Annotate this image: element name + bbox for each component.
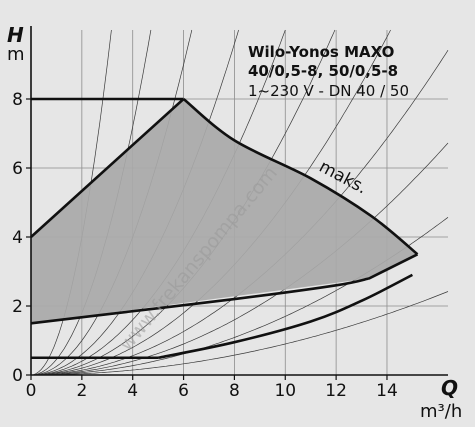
x-tick-label-12: 12	[325, 381, 347, 401]
x-axis-symbol: Q	[441, 376, 458, 400]
y-axis-unit: m	[7, 44, 25, 65]
max-speed-curve	[182, 97, 419, 256]
performance-curves	[30, 97, 419, 360]
tick-labels: 0 2 4 6 8 10 12 14 0 2 4 6 8	[12, 90, 398, 401]
system-curve-11	[31, 291, 449, 376]
y-tick-label-0: 0	[12, 366, 23, 386]
x-tick-label-6: 6	[178, 381, 189, 401]
x-tick-label-4: 4	[127, 381, 138, 401]
chart-title-line-1: Wilo-Yonos MAXO	[248, 43, 394, 61]
x-tick-label-0: 0	[26, 381, 37, 401]
x-tick-label-10: 10	[274, 381, 296, 401]
area-left-edge	[30, 98, 185, 238]
chart-title-line-2: 40/0,5-8, 50/0,5-8	[248, 62, 398, 80]
low-speed-curve	[30, 253, 419, 325]
min-speed-curve	[157, 273, 413, 360]
y-axis-symbol: H	[7, 23, 24, 47]
y-tick-label-8: 8	[12, 90, 23, 110]
x-tick-label-8: 8	[229, 381, 240, 401]
y-tick-label-2: 2	[12, 297, 23, 317]
y-tick-label-4: 4	[12, 228, 23, 248]
operating-area	[31, 99, 418, 324]
system-curve-9	[31, 142, 449, 376]
x-tick-label-2: 2	[76, 381, 87, 401]
y-tick-label-6: 6	[12, 159, 23, 179]
chart-title-line-3: 1~230 V - DN 40 / 50	[248, 82, 409, 100]
x-tick-label-14: 14	[376, 381, 398, 401]
axes	[30, 26, 448, 376]
x-axis-unit: m³/h	[420, 401, 462, 422]
